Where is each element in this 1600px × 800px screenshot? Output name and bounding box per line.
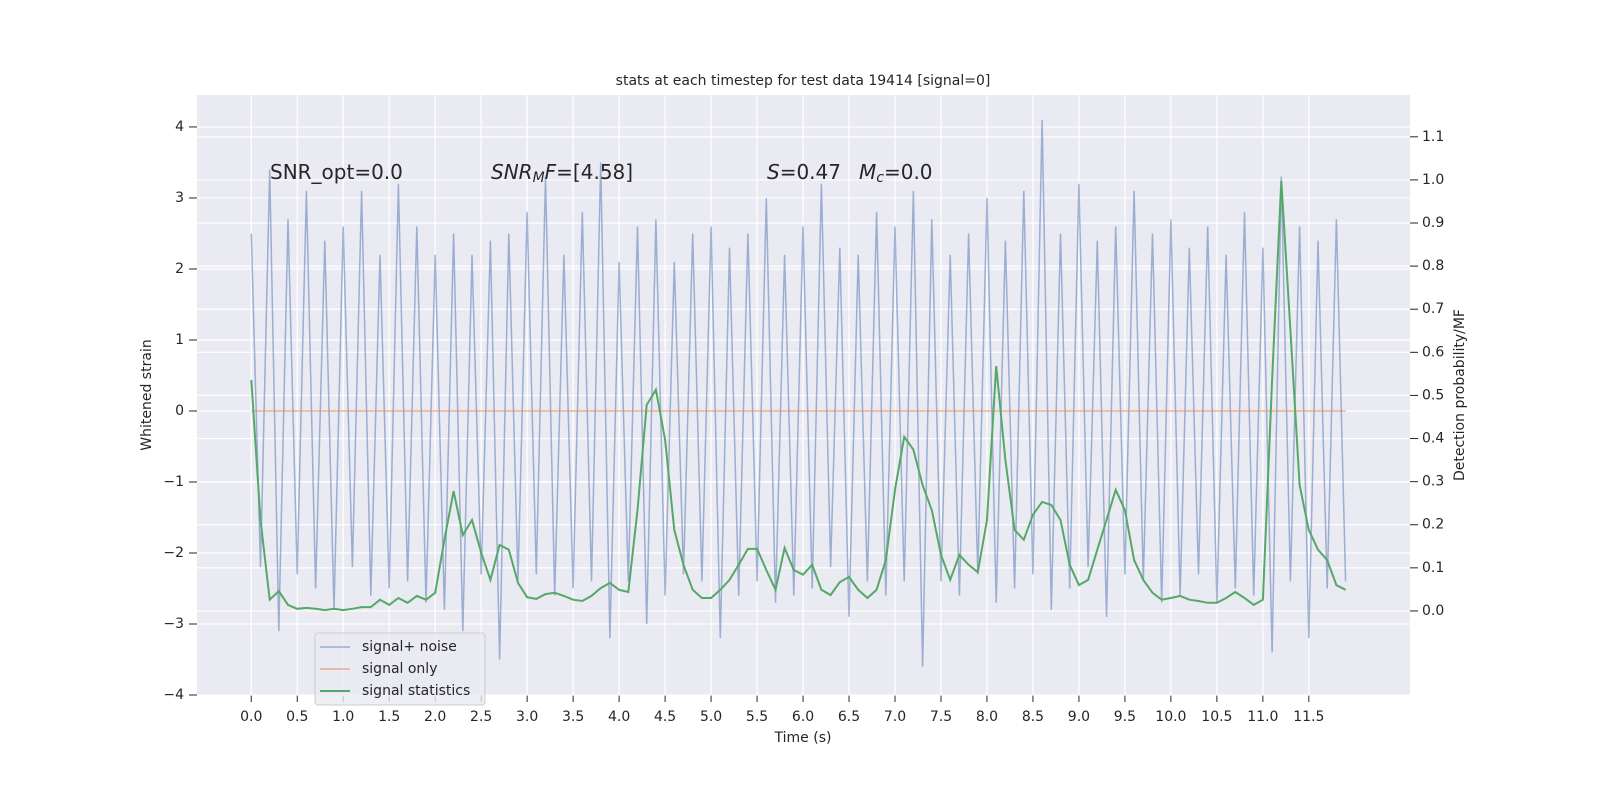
x-tick-label: 9.0 [1068, 709, 1090, 725]
y2-tick-label: 0.8 [1422, 258, 1444, 274]
annotation-part: =0.47 [780, 160, 841, 184]
y2-tick-label: 0.6 [1422, 344, 1444, 360]
x-tick-label: 2.0 [424, 709, 446, 725]
annotation-part: c [876, 170, 884, 186]
series-line [250, 180, 1347, 612]
annotation-part: M [859, 160, 876, 184]
annotation-part: SNR [491, 160, 533, 184]
y2-tick-label: 0.9 [1422, 215, 1444, 231]
x-tick-label: 11.0 [1247, 709, 1278, 725]
x-tick-label: 8.0 [976, 709, 998, 725]
annotation: SNR_opt=0.0 [270, 160, 403, 184]
y2-tick-label: 0.1 [1422, 560, 1444, 576]
chart-title: stats at each timestep for test data 194… [616, 73, 991, 89]
x-tick-label: 3.5 [562, 709, 584, 725]
y-tick-label: 0 [175, 403, 184, 419]
annotation-part: M [533, 170, 545, 186]
y2-axis-label: Detection probability/MF [1452, 309, 1468, 481]
x-tick-label: 0.5 [286, 709, 308, 725]
y-tick-label: 1 [175, 332, 184, 348]
legend-label: signal+ noise [362, 639, 457, 655]
annotation-part: =0.0 [884, 160, 933, 184]
x-axis-label: Time (s) [774, 730, 832, 746]
y2-tick-label: 1.0 [1422, 172, 1444, 188]
x-tick-label: 6.0 [792, 709, 814, 725]
x-tick-label: 2.5 [470, 709, 492, 725]
y2-tick-label: 1.1 [1422, 129, 1444, 145]
y2-tick-label: 0.5 [1422, 387, 1444, 403]
x-tick-label: 7.5 [930, 709, 952, 725]
annotation: Mc=0.0 [859, 160, 933, 187]
x-tick-label: 4.0 [608, 709, 630, 725]
legend-box [314, 632, 486, 706]
y2-tick-label: 0.0 [1422, 603, 1444, 619]
x-tick-label: 5.0 [700, 709, 722, 725]
annotation: S=0.47 [767, 160, 841, 184]
x-tick-label: 11.5 [1293, 709, 1324, 725]
annotation-part: S [767, 160, 780, 184]
y2-tick-label: 0.4 [1422, 431, 1444, 447]
x-tick-label: 7.0 [884, 709, 906, 725]
x-tick-label: 3.0 [516, 709, 538, 725]
legend-label: signal only [362, 661, 437, 677]
y-tick-label: −3 [163, 616, 184, 632]
x-tick-label: 10.5 [1201, 709, 1232, 725]
x-tick-label: 8.5 [1022, 709, 1044, 725]
x-tick-label: 9.5 [1114, 709, 1136, 725]
annotation-part: SNR_opt=0.0 [270, 160, 403, 184]
annotation: SNRMF=[4.58] [491, 160, 633, 187]
x-tick-label: 6.5 [838, 709, 860, 725]
y-tick-label: −2 [163, 545, 184, 561]
y2-tick-label: 0.2 [1422, 517, 1444, 533]
annotation-part: F [545, 160, 557, 184]
x-tick-label: 1.5 [378, 709, 400, 725]
annotation-part: =[4.58] [556, 160, 633, 184]
y-tick-label: −4 [163, 687, 184, 703]
y-tick-label: 2 [175, 261, 184, 277]
y-tick-label: 4 [175, 119, 184, 135]
y-tick-label: 3 [175, 190, 184, 206]
x-tick-label: 1.0 [332, 709, 354, 725]
y-axis-label: Whitened strain [139, 339, 155, 450]
y2-tick-label: 0.3 [1422, 474, 1444, 490]
legend-label: signal statistics [362, 683, 470, 699]
y-tick-label: −1 [163, 474, 184, 490]
y2-tick-label: 0.7 [1422, 301, 1444, 317]
x-tick-label: 0.0 [240, 709, 262, 725]
x-tick-label: 10.0 [1155, 709, 1186, 725]
x-tick-label: 5.5 [746, 709, 768, 725]
x-tick-label: 4.5 [654, 709, 676, 725]
